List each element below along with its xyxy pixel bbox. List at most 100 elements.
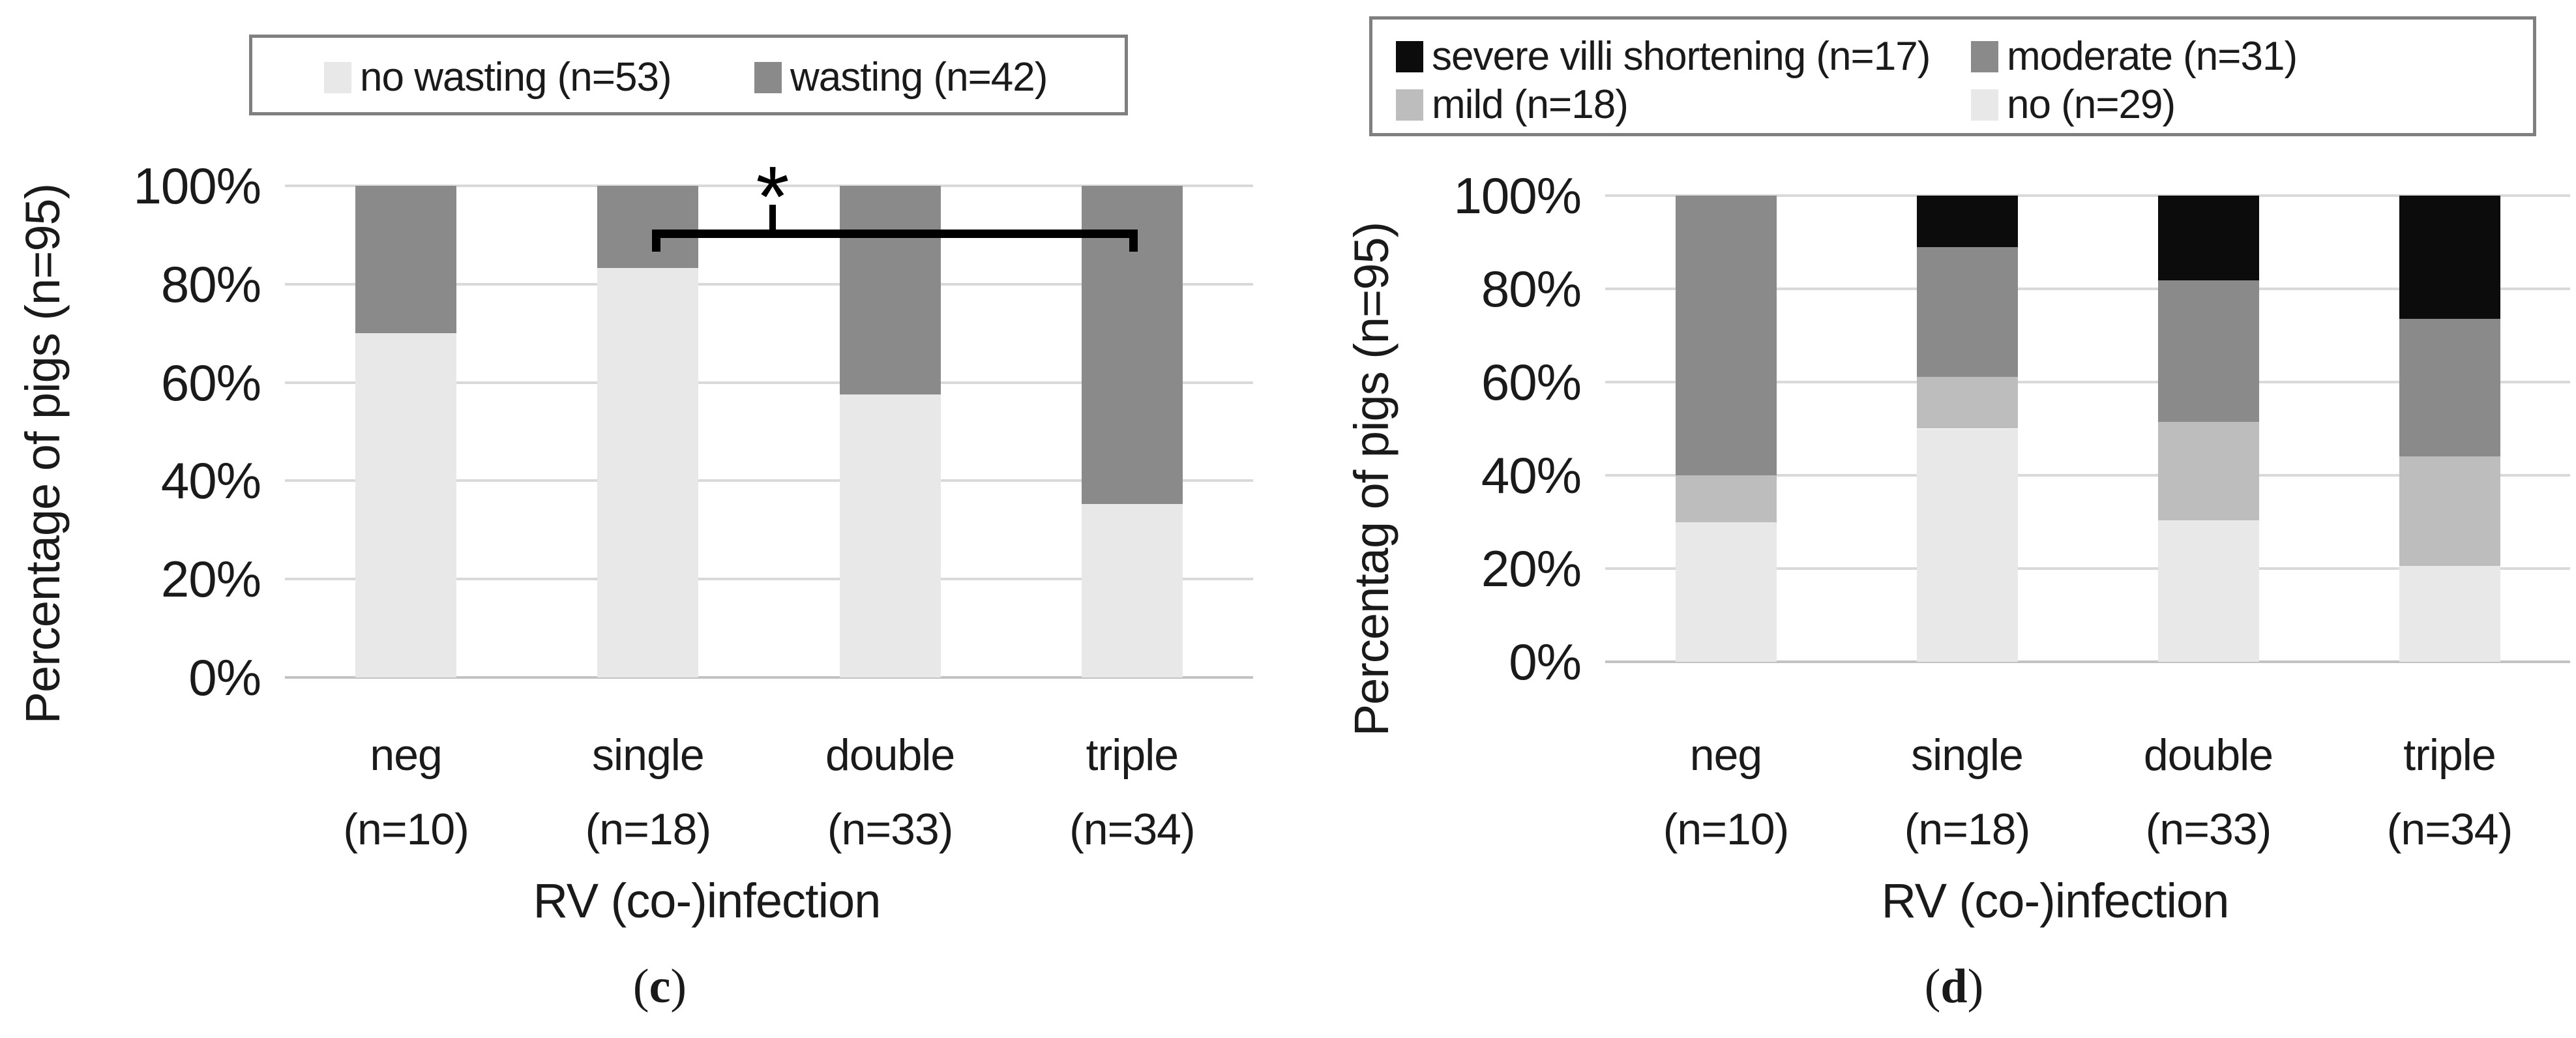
y-tick-d-40%: 40% (1481, 447, 1582, 504)
bar-d-single-severe villi shortening (n=17) (1916, 196, 2018, 248)
bar-d-triple-severe villi shortening (n=17) (2399, 196, 2500, 319)
legend-swatch-d-moderate (n=31) (1971, 41, 1998, 72)
gridline-c-20% (285, 578, 1253, 581)
legend-swatch-c-wasting (n=42) (754, 62, 782, 93)
caption-d-open: ( (1924, 960, 1941, 1013)
bar-d-double-moderate (n=31) (2157, 280, 2259, 422)
x-cat-c-single: single (592, 730, 705, 780)
y-tick-c-80%: 80% (160, 255, 261, 313)
legend-label-c-wasting (n=42): wasting (n=42) (790, 55, 1048, 100)
bar-d-single-moderate (n=31) (1916, 247, 2018, 378)
caption-c-letter: c (649, 960, 671, 1013)
legend-label-d-mild (n=18): mild (n=18) (1432, 82, 1629, 127)
legend-label-d-moderate (n=31): moderate (n=31) (2007, 34, 2298, 79)
legend-item-c-no wasting (n=53): no wasting (n=53) (324, 55, 672, 100)
legend-swatch-d-mild (n=18) (1396, 89, 1423, 121)
bar-d-double-severe villi shortening (n=17) (2157, 196, 2259, 281)
x-cat-n-c-neg: (n=10) (343, 805, 469, 854)
x-cat-c-triple: triple (1086, 730, 1179, 780)
bar-c-double-wasting (n=42) (839, 186, 941, 394)
legend-label-d-no (n=29): no (n=29) (2007, 82, 2176, 127)
x-cat-n-c-single: (n=18) (585, 805, 711, 854)
significance-bracket-right-tick (1129, 230, 1138, 252)
significance-bracket-stem (769, 205, 776, 231)
y-axis-title-d: Percentag of pigs (n=95) (1344, 222, 1399, 737)
gridline-c-40% (285, 479, 1253, 482)
legend-c: no wasting (n=53) wasting (n=42) (249, 35, 1128, 115)
legend-swatch-d-severe villi shortening (n=17) (1396, 41, 1423, 72)
caption-d: (d) (1824, 957, 2084, 1016)
legend-d: severe villi shortening (n=17) moderate (… (1369, 16, 2536, 136)
legend-label-c-no wasting (n=53): no wasting (n=53) (360, 55, 672, 100)
x-cat-c-neg: neg (370, 730, 442, 780)
significance-asterisk: * (756, 149, 790, 245)
bar-d-single-no (n=29) (1916, 428, 2018, 662)
bar-d-double-mild (n=18) (2157, 421, 2259, 521)
bar-c-neg-no wasting (n=53) (355, 333, 457, 677)
x-axis-title-d: RV (co-)infection (1881, 874, 2230, 928)
bar-d-triple-mild (n=18) (2399, 456, 2500, 566)
x-cat-d-triple: triple (2403, 730, 2496, 780)
y-tick-c-60%: 60% (160, 353, 261, 411)
caption-c-open: ( (632, 960, 649, 1013)
y-tick-d-20%: 20% (1481, 540, 1582, 597)
x-cat-n-c-triple: (n=34) (1069, 805, 1195, 854)
x-cat-n-d-neg: (n=10) (1663, 805, 1789, 854)
x-cat-d-double: double (2143, 730, 2273, 780)
significance-bracket-left-tick (652, 230, 660, 252)
gridline-d-0% (1605, 660, 2570, 663)
gridline-d-80% (1605, 288, 2570, 290)
legend-item-d-no (n=29): no (n=29) (1971, 82, 2176, 127)
legend-swatch-c-no wasting (n=53) (324, 62, 351, 93)
gridline-c-100% (285, 185, 1253, 187)
y-tick-d-0%: 0% (1509, 633, 1582, 690)
legend-swatch-d-no (n=29) (1971, 89, 1998, 121)
x-cat-d-single: single (1911, 730, 2024, 780)
y-axis-title-c: Percentage of pigs (n=95) (16, 183, 70, 724)
x-cat-n-d-triple: (n=34) (2386, 805, 2513, 854)
bar-c-double-no wasting (n=53) (839, 394, 941, 677)
gridline-c-0% (285, 676, 1253, 679)
caption-d-letter: d (1940, 960, 1968, 1013)
bar-c-single-no wasting (n=53) (597, 267, 699, 677)
gridline-c-60% (285, 381, 1253, 384)
legend-item-d-moderate (n=31): moderate (n=31) (1971, 34, 2298, 79)
bar-d-double-no (n=29) (2157, 520, 2259, 662)
bar-d-neg-mild (n=18) (1675, 475, 1777, 522)
bar-d-neg-moderate (n=31) (1675, 196, 1777, 475)
legend-item-c-wasting (n=42): wasting (n=42) (754, 55, 1048, 100)
x-axis-title-c: RV (co-)infection (533, 874, 881, 928)
y-tick-c-100%: 100% (133, 157, 262, 215)
x-cat-n-d-single: (n=18) (1904, 805, 2030, 854)
bar-c-neg-wasting (n=42) (355, 186, 457, 334)
legend-item-d-mild (n=18): mild (n=18) (1396, 82, 1629, 127)
caption-c: (c) (529, 957, 790, 1016)
bar-d-single-mild (n=18) (1916, 377, 2018, 429)
gridline-d-100% (1605, 194, 2570, 197)
y-tick-c-40%: 40% (160, 452, 261, 510)
y-tick-c-20%: 20% (160, 550, 261, 608)
bar-d-neg-no (n=29) (1675, 522, 1777, 662)
y-tick-c-0%: 0% (188, 649, 261, 706)
y-tick-d-80%: 80% (1481, 260, 1582, 318)
caption-d-close: ) (1967, 960, 1984, 1013)
legend-label-d-severe villi shortening (n=17): severe villi shortening (n=17) (1432, 34, 1931, 79)
gridline-d-20% (1605, 567, 2570, 570)
bar-c-single-wasting (n=42) (597, 186, 699, 268)
gridline-c-80% (285, 282, 1253, 286)
x-cat-n-c-double: (n=33) (827, 805, 953, 854)
bar-d-triple-no (n=29) (2399, 565, 2500, 662)
caption-c-close: ) (670, 960, 687, 1013)
gridline-d-40% (1605, 474, 2570, 477)
y-tick-d-60%: 60% (1481, 353, 1582, 411)
legend-item-d-severe villi shortening (n=17): severe villi shortening (n=17) (1396, 34, 1931, 79)
bar-d-triple-moderate (n=31) (2399, 319, 2500, 456)
x-cat-n-d-double: (n=33) (2145, 805, 2272, 854)
bar-c-triple-no wasting (n=53) (1081, 503, 1183, 677)
y-tick-d-100%: 100% (1453, 167, 1582, 224)
x-cat-d-neg: neg (1689, 730, 1762, 780)
gridline-d-60% (1605, 381, 2570, 383)
significance-bracket-line (652, 230, 1138, 238)
x-cat-c-double: double (825, 730, 955, 780)
